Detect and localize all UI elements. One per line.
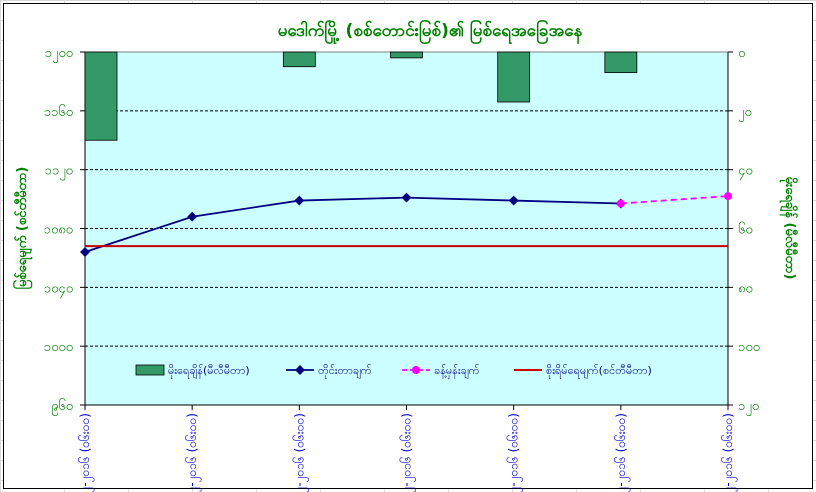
rain-bar [84, 51, 118, 141]
legend-swatch-marker [412, 366, 420, 374]
x-tick-label: ၂၃-၁၂-၂၀၁၆ (၀၆း၀၀) [77, 413, 95, 492]
observed-line [84, 196, 621, 253]
right-tick-label: ၀ [738, 46, 745, 61]
x-tick-label: ၂၄-၁၂-၂၀၁၆ (၀၆း၀၀) [184, 413, 202, 492]
rain-bar [282, 51, 316, 68]
legend-label: တိုင်းတာချက် [318, 364, 372, 379]
x-tick-label: ၂၉-၁၂-၂၀၁၆ (၀၆း၀၀) [720, 413, 738, 492]
y-axis-right-label: မိုးရေချိန် (မီလီမီတာ) [779, 177, 799, 280]
legend-label: စိုးရိမ်ရေမျက်(စင်တီမီတာ) [546, 364, 652, 379]
chart-legend: မိုးရေချိန်(မီလီမီတာ) တိုင်းတာချက် ခန့်မှန… [135, 364, 652, 379]
legend-swatch-marker [295, 365, 305, 375]
forecast-point [616, 199, 625, 208]
right-tick-label: ၄၀ [738, 164, 753, 181]
legend-label: မိုးရေချိန်(မီလီမီတာ) [168, 364, 250, 379]
right-tick-label: ၁၀၀ [738, 340, 760, 355]
left-tick-label: ၁၁၂၀ [45, 164, 73, 181]
observed-point [401, 192, 412, 203]
observed-point [294, 195, 305, 206]
rain-bar [604, 51, 638, 73]
legend-swatch-bar [135, 364, 165, 376]
x-tick-label: ၂၅-၁၂-၂၀၁၆ (၀၆း၀၀) [291, 413, 309, 492]
chart-title: မဒေါက်မြို့ (စစ်တောင်းမြစ်)၏ မြစ်ရေအခြေအ… [278, 18, 583, 45]
left-tick-label: ၁၁၆၀ [44, 104, 73, 120]
x-tick-label: ၂၆-၁၂-၂၀၁၆ (၀၆း၀၀) [399, 413, 417, 492]
observed-point [80, 247, 90, 257]
right-tick-label: ၂၀ [738, 105, 752, 122]
right-tick-label: ၆၀ [738, 222, 753, 238]
y-axis-left-label: မြစ်ရေမျက် (စင်တီမီတာ) [12, 167, 33, 290]
x-tick-label: ၂၈-၁၂-၂၀၁၆ (၀၆း၀၀) [613, 413, 631, 492]
right-tick-label: ၈၀ [738, 281, 753, 296]
left-tick-label: ၁၀၈၀ [44, 223, 73, 238]
left-tick-label: ၉၆၀ [51, 398, 73, 416]
forecast-point [724, 192, 732, 201]
rain-bar [497, 51, 531, 103]
right-tick-label: ၁၂၀ [738, 399, 759, 416]
forecast-line [620, 195, 729, 205]
left-tick-label: ၁၀၄၀ [44, 281, 73, 298]
legend-label: ခန့်မှန်းချက် [434, 364, 480, 379]
left-tick-label: ၁၂၀၀ [45, 46, 73, 63]
rain-bar [390, 51, 423, 59]
left-tick-label: ၁၀၀၀ [44, 340, 73, 355]
observed-point [187, 211, 198, 222]
x-tick-label: ၂၇-၁၂-၂၀၁၆ (၀၆း၀၀) [506, 413, 524, 492]
